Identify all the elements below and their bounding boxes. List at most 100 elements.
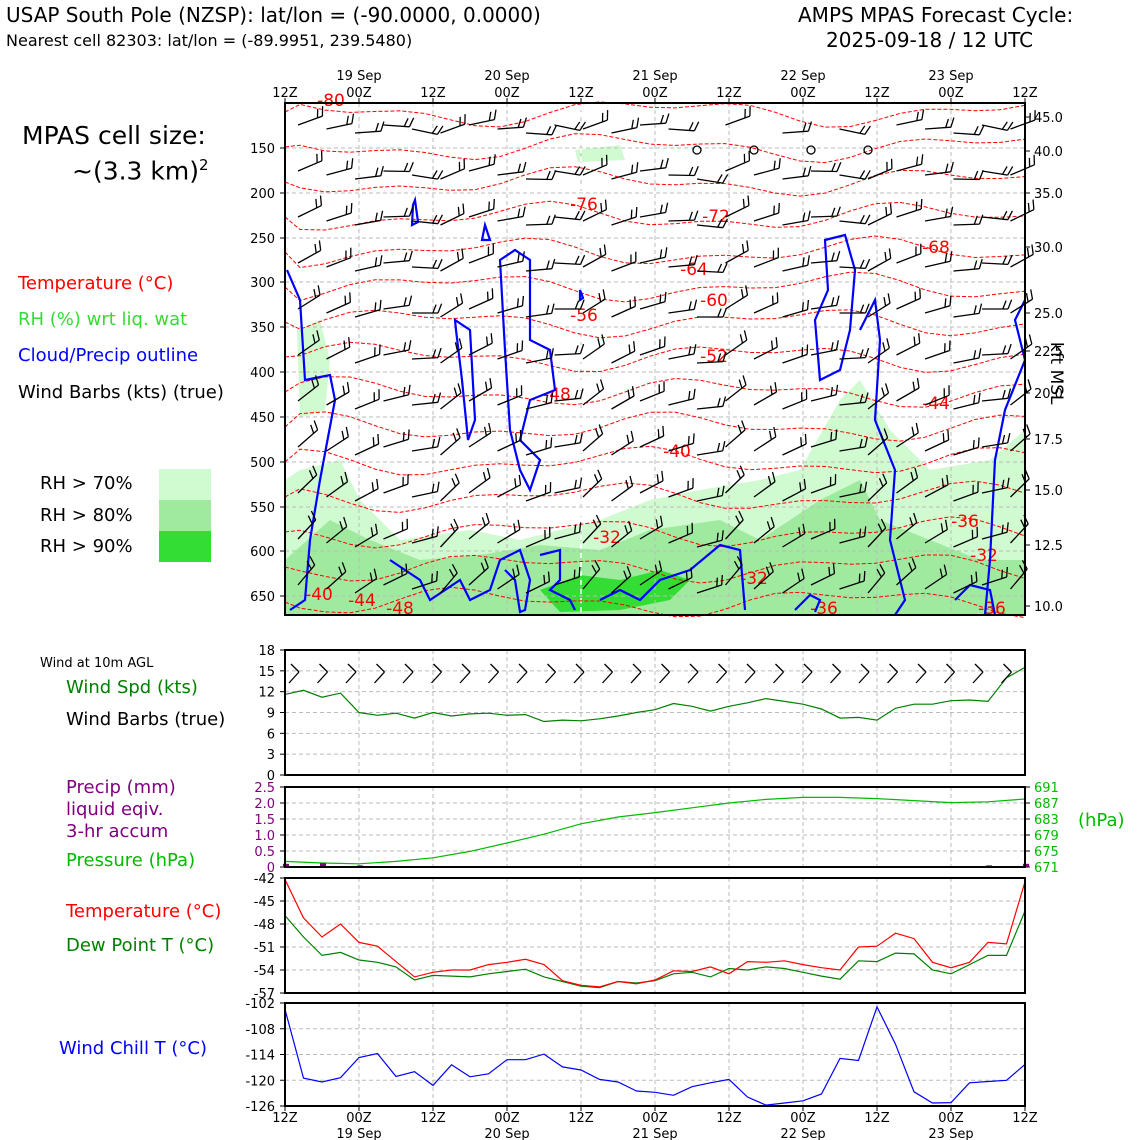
wind-barb-flag [374, 257, 378, 267]
wind-barb-staff [354, 219, 381, 226]
wind-barb-staff [468, 522, 490, 540]
wind-barb-staff [582, 568, 601, 590]
wind-barb-staff [383, 438, 409, 448]
wind-barb-flag [405, 563, 408, 574]
wind-barb-flag [864, 170, 871, 180]
wind-barb-flag [550, 437, 553, 448]
wind-barb-flag [340, 475, 344, 485]
time-tick-label-top: 12Z [716, 86, 742, 101]
wind-barb-flag [437, 347, 442, 358]
surface-wind-barb [830, 671, 841, 684]
wind-barb-staff [497, 215, 524, 222]
legend-rh70-label: RH > 70% [40, 473, 133, 494]
wind-barb-flag [455, 296, 459, 307]
y-tick-label: 2.0 [254, 797, 275, 812]
surface-wind-barb [858, 671, 870, 684]
wind-barb-flag [573, 569, 576, 579]
wind-barb-flag [722, 174, 729, 184]
wind-barb-flag [975, 571, 978, 582]
wind-barb-staff [867, 527, 887, 548]
wind-barb-staff [753, 301, 779, 314]
wind-barb-staff [981, 576, 1007, 586]
wind-barb-flag [1006, 522, 1009, 533]
wind-barb-staff [326, 346, 350, 360]
wind-barb-staff [668, 308, 695, 314]
wind-barb-flag [941, 478, 945, 488]
wind-barb-flag [745, 285, 749, 296]
height-tick-label: 40.0 [1034, 145, 1063, 160]
wind-barb-staff [297, 249, 322, 264]
wind-barb-flag [1006, 566, 1008, 578]
wind-barb-staff [839, 490, 866, 498]
wind-barb-flag [1006, 477, 1010, 488]
wind-barb-staff [924, 260, 951, 268]
cloud-outline [578, 289, 585, 303]
wind-barb-flag [828, 566, 831, 576]
wind-barb-flag [634, 296, 636, 307]
time-tick-label-top: 12Z [568, 86, 594, 101]
wind-barb-flag [690, 567, 693, 578]
y-tick-label: 12 [258, 686, 275, 701]
wind-barb-flag [596, 383, 601, 393]
wind-barb-staff [1010, 119, 1036, 130]
wind-barb-flag [453, 518, 459, 529]
wind-barb-staff [867, 392, 889, 410]
wind-barb-staff [810, 394, 837, 402]
wind-barb-staff [810, 573, 835, 586]
pressure-tick-label: 400 [250, 366, 275, 381]
wind-barb-flag [599, 247, 602, 257]
wind-barb-flag [488, 156, 491, 166]
cloud-outline [599, 543, 747, 611]
wind-barb-flag [836, 206, 841, 217]
surface-wind-barb-flag [433, 663, 442, 673]
wind-barb-flag [1025, 292, 1029, 303]
wind-barb-flag [802, 257, 805, 267]
wind-barb-flag [574, 210, 580, 220]
wind-barb-flag [370, 527, 374, 537]
wind-barb-flag [864, 392, 869, 403]
precip-label-3: 3-hr accum [66, 821, 169, 842]
wind-barb-flag [657, 429, 660, 439]
temperature-contour [284, 341, 1026, 373]
wind-barb-flag [408, 117, 415, 128]
wind-barb-flag [458, 338, 463, 349]
wind-barb-flag [773, 426, 777, 437]
wind-barb-staff [753, 167, 780, 176]
wind-barb-flag [592, 519, 598, 529]
wind-barb-staff [611, 350, 635, 364]
surface-wind-barb [317, 671, 328, 684]
wind-barb-staff [1010, 343, 1033, 360]
surface-wind-barb [773, 671, 784, 684]
wind-barb-staff [896, 387, 920, 402]
wind-barb-staff [554, 352, 581, 356]
wind-barb-staff [753, 571, 774, 590]
surface-wind-barb [516, 671, 528, 684]
wind-barb-flag [859, 259, 865, 269]
wind-barb-flag [688, 122, 694, 131]
wind-barb-staff [896, 297, 921, 310]
pressure-tick-label-right: 679 [1034, 829, 1059, 844]
wind-barb-flag [408, 340, 412, 351]
wind-barb-flag [1001, 569, 1003, 579]
y-tick-label: -54 [254, 964, 275, 979]
surface-wind-barb [288, 671, 300, 684]
temperature-contour [284, 271, 1026, 303]
wind-barb-staff [582, 164, 608, 176]
wind-barb-flag [978, 348, 982, 359]
wind-barb-staff [611, 305, 636, 318]
wind-barb-staff [326, 167, 352, 176]
wind-barb-flag [660, 114, 665, 124]
time-tick-label-top: 00Z [494, 86, 520, 101]
date-label-bottom: 23 Sep [928, 1127, 973, 1140]
wind-barb-flag [545, 305, 550, 315]
wind-barb-staff [554, 486, 581, 494]
wind-barb-staff [867, 572, 886, 594]
wind-barb-staff [1010, 164, 1035, 176]
wind-barb-flag [977, 437, 980, 448]
wind-barb-flag [516, 564, 520, 575]
surface-wind-barb-flag [632, 663, 642, 673]
wind-barb-staff [611, 261, 637, 272]
wind-barb-flag [970, 574, 973, 584]
wind-barb-flag [717, 397, 721, 407]
wind-barb-flag [579, 254, 586, 265]
